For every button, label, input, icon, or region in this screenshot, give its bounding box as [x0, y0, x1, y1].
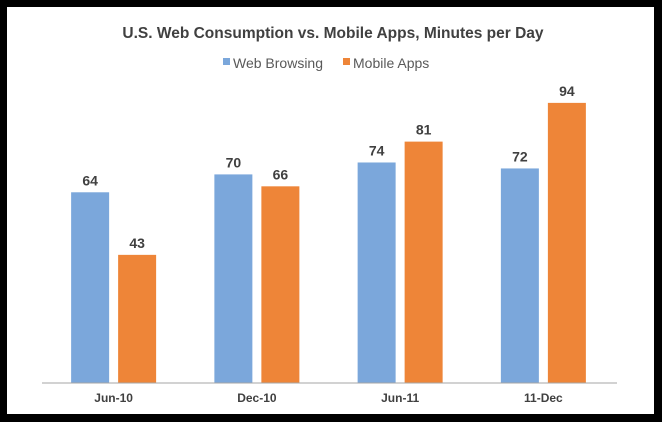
data-label: 64 [82, 172, 98, 188]
category-labels: Jun-10 Dec-10 Jun-11 11-Dec [94, 391, 563, 405]
chart-title: U.S. Web Consumption vs. Mobile Apps, Mi… [122, 25, 544, 42]
legend-swatch-web-browsing [223, 58, 230, 65]
x-tick-label: 11-Dec [524, 391, 563, 405]
data-label: 70 [226, 154, 242, 170]
data-label: 43 [129, 235, 145, 251]
legend-label-web-browsing: Web Browsing [233, 55, 323, 71]
bar-web-browsing-11-dec [500, 168, 539, 383]
data-label: 66 [273, 166, 289, 182]
legend: Web Browsing Mobile Apps [223, 55, 429, 71]
chart-frame [7, 7, 654, 414]
bar-mobile-apps-jun-10 [118, 254, 157, 383]
bar-mobile-apps-11-dec [547, 102, 586, 383]
data-label: 94 [559, 83, 575, 99]
bar-mobile-apps-dec-10 [261, 186, 300, 383]
bar-web-browsing-jun-10 [71, 192, 110, 383]
bar-web-browsing-dec-10 [214, 174, 253, 383]
x-tick-label: Jun-11 [381, 391, 419, 405]
data-label: 81 [416, 122, 432, 138]
bars-group: 64 43 70 66 74 81 72 94 [71, 83, 586, 383]
data-label: 72 [512, 148, 528, 164]
bar-web-browsing-jun-11 [357, 162, 396, 383]
x-tick-label: Jun-10 [94, 391, 133, 405]
bar-mobile-apps-jun-11 [404, 141, 443, 383]
legend-label-mobile-apps: Mobile Apps [353, 55, 429, 71]
data-label: 74 [369, 142, 385, 158]
legend-swatch-mobile-apps [343, 58, 350, 65]
x-tick-label: Dec-10 [237, 391, 277, 405]
